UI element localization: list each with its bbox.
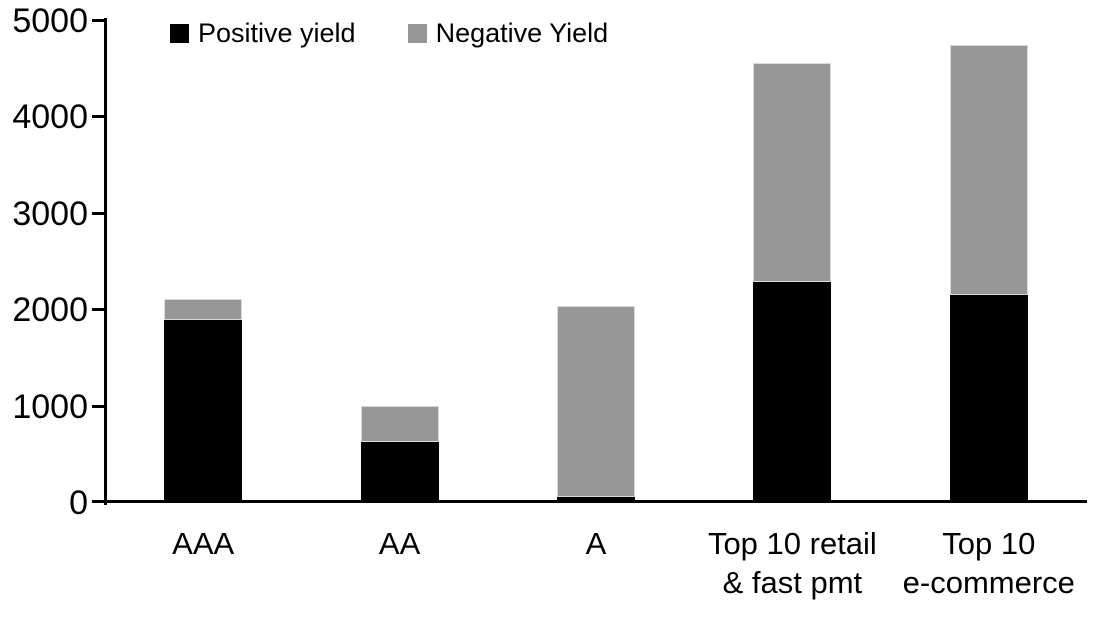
bar-segment-negative-Top 10 retail & fast pmt (753, 63, 832, 283)
x-category-label-line: AAA (172, 526, 235, 561)
x-category-label: AA (290, 524, 510, 563)
y-tick-label: 5000 (12, 2, 88, 40)
y-tick-label: 4000 (12, 98, 88, 137)
y-axis-tick (92, 308, 105, 312)
chart-legend: Positive yield Negative Yield (170, 20, 608, 47)
legend-label-positive-yield: Positive yield (198, 18, 356, 48)
y-tick-label: 1000 (12, 387, 88, 426)
bar-segment-negative-AA (360, 405, 439, 443)
x-category-label: AAA (93, 524, 313, 563)
y-tick-label: 2000 (12, 291, 88, 330)
legend-item-positive-yield: Positive yield (170, 20, 356, 47)
bar-segment-positive-Top 10 retail & fast pmt (753, 282, 832, 502)
legend-swatch-positive-yield-icon (170, 24, 189, 43)
x-category-label-line: Top 10 retail (707, 526, 877, 561)
y-axis-tick (92, 19, 105, 22)
y-axis-line (104, 18, 107, 505)
x-category-label-line: Top 10 (942, 526, 1036, 561)
legend-swatch-negative-yield-icon (407, 24, 427, 43)
y-axis-tick (92, 115, 105, 119)
x-category-label-line: A (585, 526, 607, 561)
y-tick-label: 0 (69, 484, 88, 522)
legend-label-negative-yield: Negative Yield (435, 18, 609, 48)
x-category-label-line: & fast pmt (722, 565, 863, 601)
x-category-label: Top 10 e-commerce (879, 524, 1099, 602)
x-category-label-line: AA (378, 526, 421, 561)
bar-segment-negative-A (557, 306, 635, 498)
y-axis-tick (92, 404, 105, 408)
bar-segment-positive-A (557, 497, 635, 502)
y-axis-tick (92, 211, 105, 215)
bar-segment-positive-Top 10 e-commerce (949, 294, 1028, 502)
x-category-label-line: e-commerce (902, 565, 1075, 601)
bar-segment-positive-AAA (164, 319, 243, 502)
legend-item-negative-yield: Negative Yield (407, 18, 609, 48)
bar-segment-positive-AA (360, 442, 439, 502)
bar-segment-negative-Top 10 e-commerce (949, 45, 1028, 295)
x-category-label: Top 10 retail & fast pmt (682, 524, 902, 602)
x-category-label: A (486, 524, 706, 563)
bar-segment-negative-AAA (164, 298, 243, 320)
y-tick-label: 3000 (12, 194, 88, 233)
